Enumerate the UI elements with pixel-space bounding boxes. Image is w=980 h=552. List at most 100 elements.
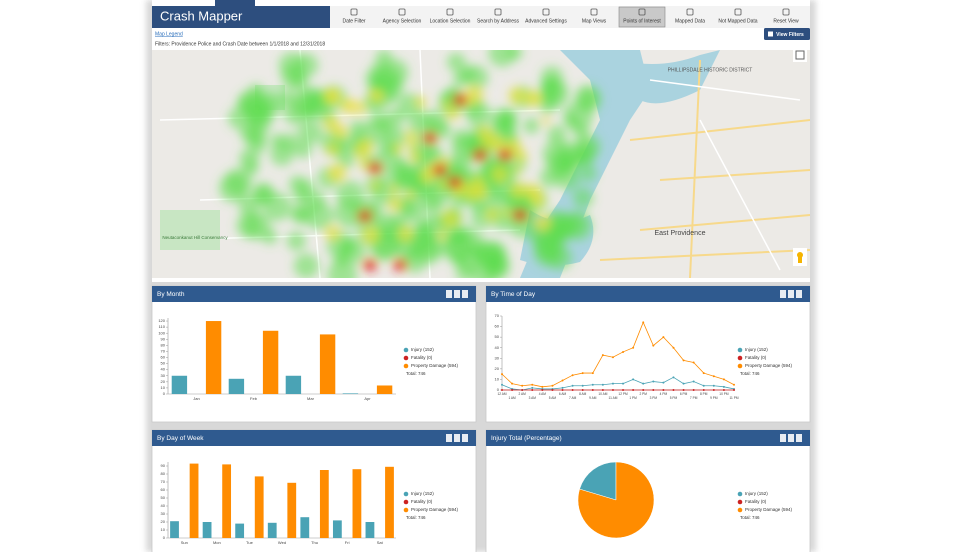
point xyxy=(682,389,685,391)
x-tick-label: Jan xyxy=(193,396,199,401)
heat-red xyxy=(433,164,447,176)
x-tick-label: 3 AM xyxy=(529,396,537,400)
heat-yellow xyxy=(502,208,511,218)
bar xyxy=(254,476,264,538)
point xyxy=(632,389,635,391)
export-icon[interactable] xyxy=(462,290,468,298)
map-legend-link[interactable]: Map Legend xyxy=(155,31,183,37)
legend-swatch xyxy=(403,347,409,353)
export-icon[interactable] xyxy=(788,290,794,298)
point xyxy=(682,359,685,362)
panel-header xyxy=(152,286,476,302)
series-line xyxy=(501,376,735,391)
toolbar-label: Mapped Data xyxy=(675,18,705,24)
export-icon[interactable] xyxy=(462,434,468,442)
point xyxy=(702,384,705,387)
heat-green xyxy=(290,205,307,223)
y-tick-label: 60 xyxy=(161,487,166,492)
y-tick-label: 60 xyxy=(495,324,500,329)
heat-green xyxy=(543,210,573,240)
heat-green xyxy=(466,232,485,251)
export-icon[interactable] xyxy=(788,434,794,442)
legend-total: Total: 746 xyxy=(406,515,426,520)
heat-green xyxy=(452,128,472,149)
point xyxy=(622,389,625,391)
export-icon[interactable] xyxy=(454,434,460,442)
y-tick-label: 50 xyxy=(161,495,166,500)
heat-yellow xyxy=(446,107,460,120)
panel-header xyxy=(486,430,810,446)
y-tick-label: 30 xyxy=(161,373,166,378)
heat-yellow xyxy=(325,225,340,241)
bar xyxy=(171,375,188,394)
heat-yellow xyxy=(513,166,522,175)
x-tick-label: Feb xyxy=(250,396,258,401)
heat-green xyxy=(257,92,283,117)
map[interactable]: PHILLIPSDALE HISTORIC DISTRICT East Prov… xyxy=(152,40,810,290)
heat-green xyxy=(283,101,307,125)
toolbar-icon xyxy=(638,8,646,16)
heat-green xyxy=(286,231,307,251)
heat-green xyxy=(565,112,580,128)
point xyxy=(611,389,614,391)
export-icon[interactable] xyxy=(796,290,802,298)
export-icon[interactable] xyxy=(780,290,786,298)
y-tick-label: 20 xyxy=(161,519,166,524)
legend-total: Total: 746 xyxy=(740,371,760,376)
y-tick-label: 20 xyxy=(161,379,166,384)
pie-slice xyxy=(577,461,655,539)
x-tick-label: 9 PM xyxy=(710,396,718,400)
y-tick-label: 0 xyxy=(163,391,166,396)
export-icon[interactable] xyxy=(796,434,802,442)
export-icon[interactable] xyxy=(446,434,452,442)
heat-green xyxy=(422,110,447,134)
y-tick-label: 40 xyxy=(495,345,500,350)
legend-swatch xyxy=(737,491,743,497)
point xyxy=(611,382,614,385)
point xyxy=(581,372,584,375)
heat-green xyxy=(337,150,356,169)
point xyxy=(692,361,695,364)
point xyxy=(652,344,655,347)
heat-yellow xyxy=(515,150,528,163)
heat-yellow xyxy=(491,166,508,183)
heat-yellow xyxy=(398,226,413,242)
heat-red xyxy=(448,176,462,188)
fullscreen-button[interactable] xyxy=(793,48,807,62)
x-tick-label: 12 PM xyxy=(618,392,628,396)
view-filters-button[interactable] xyxy=(764,28,810,40)
view-filters-label: View Filters xyxy=(776,32,804,38)
toolbar-icon xyxy=(446,8,454,16)
y-tick-label: 100 xyxy=(158,330,165,335)
point xyxy=(511,382,514,385)
export-icon[interactable] xyxy=(454,290,460,298)
legend-label: Property Damage (594) xyxy=(411,507,459,512)
export-icon[interactable] xyxy=(446,290,452,298)
panel xyxy=(151,285,477,423)
legend-swatch xyxy=(737,363,743,369)
x-tick-label: 11 AM xyxy=(609,396,618,400)
filter-text: Filters: Providence Police and Crash Dat… xyxy=(155,41,325,47)
point xyxy=(642,389,645,391)
x-tick-label: 3 PM xyxy=(650,396,658,400)
point xyxy=(541,385,544,388)
bar xyxy=(365,522,375,538)
legend-swatch xyxy=(403,363,409,369)
heat-green xyxy=(573,140,597,164)
heat-green xyxy=(224,168,252,196)
legend-swatch xyxy=(403,491,409,497)
heat-green xyxy=(534,235,560,261)
y-tick-label: 50 xyxy=(161,361,166,366)
point xyxy=(531,383,534,386)
heat-yellow xyxy=(510,182,527,199)
point xyxy=(601,383,604,386)
y-tick-label: 20 xyxy=(495,366,500,371)
x-tick-label: 2 AM xyxy=(519,392,527,396)
point xyxy=(662,336,665,339)
point xyxy=(571,384,574,387)
legend-label: Fatality (0) xyxy=(745,499,767,504)
heat-green xyxy=(252,184,274,205)
export-icon[interactable] xyxy=(780,434,786,442)
x-tick-label: 6 PM xyxy=(680,392,688,396)
